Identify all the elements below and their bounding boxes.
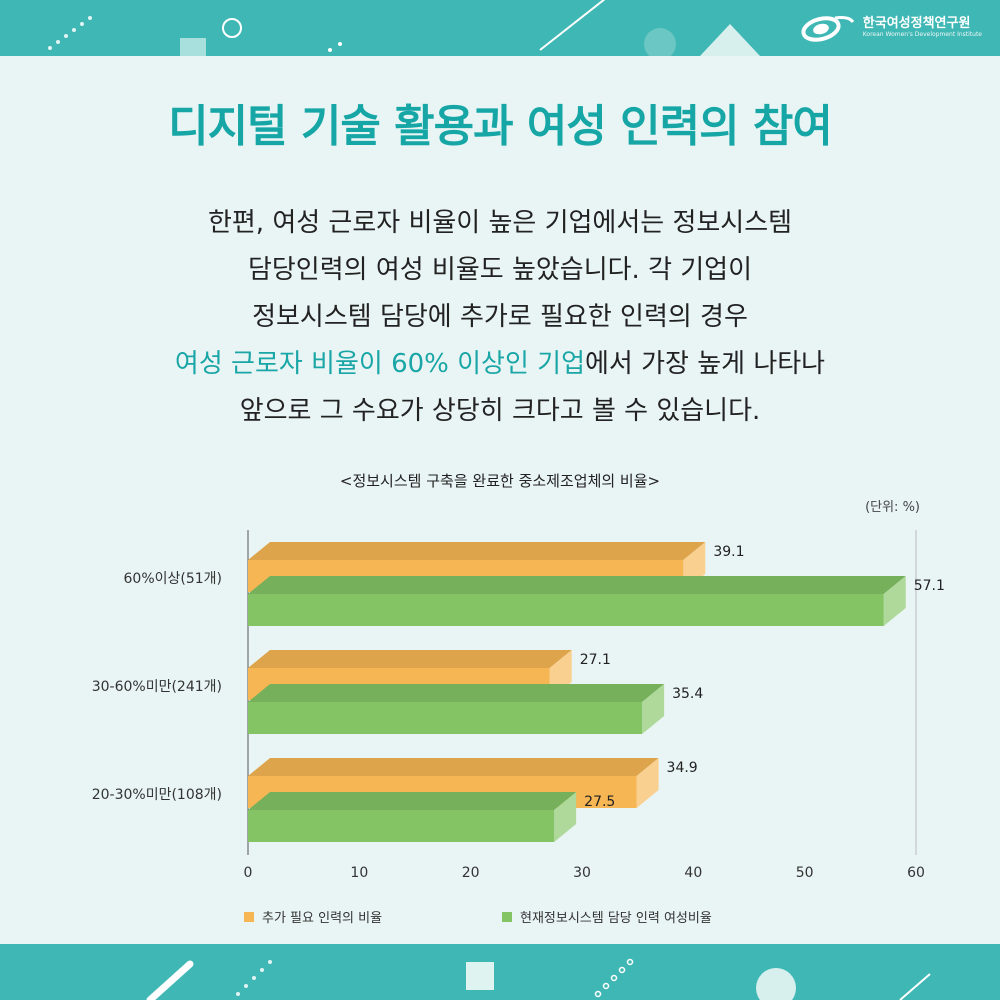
x-tick-label: 40 xyxy=(684,865,702,881)
bar-chart: 0 10 20 30 40 50 60 60%이상(51개) 39.1 57.1 30-60%미만(… xyxy=(92,530,945,881)
bar xyxy=(248,702,643,734)
category-label: 20-30%미만(108개) xyxy=(92,787,222,803)
bar xyxy=(248,594,884,626)
legend-swatch-orange xyxy=(244,911,254,922)
x-tick-label: 0 xyxy=(244,865,253,881)
org-subtitle: Korean Women's Development Institute xyxy=(862,31,982,38)
data-label: 34.9 xyxy=(667,760,698,776)
legend-label-additional: 추가 필요 인력의 비율 xyxy=(262,911,383,926)
bar-top-face xyxy=(248,576,906,594)
bar-top-face xyxy=(248,684,665,702)
chart-unit: (단위: %) xyxy=(865,500,920,515)
body-highlight: 여성 근로자 비율이 60% 이상인 기업 xyxy=(174,349,585,379)
x-tick-label: 10 xyxy=(350,865,368,881)
body-line-2: 담당인력의 여성 비율도 높았습니다. 각 기업이 xyxy=(247,255,753,285)
body-line-3: 정보시스템 담당에 추가로 필요한 인력의 경우 xyxy=(252,302,748,332)
data-label: 35.4 xyxy=(672,686,703,702)
bar-top-face xyxy=(248,792,577,810)
kwdi-logo[interactable]: 한국여성정책연구원 Korean Women's Development Ins… xyxy=(799,12,982,44)
bar-side-face xyxy=(642,684,665,734)
body-line-5: 앞으로 그 수요가 상당히 크다고 볼 수 있습니다. xyxy=(239,396,761,426)
bottom-decoration xyxy=(146,958,931,1000)
top-decoration xyxy=(48,0,760,56)
bar-top-face xyxy=(248,542,706,560)
x-tick-label: 20 xyxy=(462,865,480,881)
data-label: 27.1 xyxy=(580,652,611,668)
bar-top-face xyxy=(248,650,572,668)
bar-side-face xyxy=(636,758,659,808)
bar-side-face xyxy=(554,792,577,842)
x-tick-label: 30 xyxy=(573,865,591,881)
legend-label-current: 현재정보시스템 담당 인력 여성비율 xyxy=(520,911,712,926)
page-title: 디지털 기술 활용과 여성 인력의 참여 xyxy=(168,101,833,152)
data-label: 39.1 xyxy=(713,544,744,560)
bar-top-face xyxy=(248,758,659,776)
category-label: 30-60%미만(241개) xyxy=(92,679,222,695)
data-label: 27.5 xyxy=(584,794,615,810)
body-line-4-rest: 에서 가장 높게 나타나 xyxy=(585,349,826,379)
body-line-4: 여성 근로자 비율이 60% 이상인 기업에서 가장 높게 나타나 xyxy=(60,341,940,388)
top-banner: 한국여성정책연구원 Korean Women's Development Ins… xyxy=(0,0,1000,56)
org-name: 한국여성정책연구원 xyxy=(862,16,971,31)
data-label: 57.1 xyxy=(914,578,945,594)
x-tick-label: 60 xyxy=(907,865,925,881)
kwdi-emblem-icon xyxy=(801,16,855,42)
category-label: 60%이상(51개) xyxy=(124,571,223,587)
body-paragraph: 한편, 여성 근로자 비율이 높은 기업에서는 정보시스템 담당인력의 여성 비… xyxy=(60,200,940,435)
bottom-banner xyxy=(0,944,1000,1000)
legend-swatch-green xyxy=(502,911,512,922)
chart-title: <정보시스템 구축을 완료한 중소제조업체의 비율> xyxy=(339,472,661,490)
legend-item-additional: 추가 필요 인력의 비율 xyxy=(244,907,382,926)
bar xyxy=(248,810,555,842)
body-line-1: 한편, 여성 근로자 비율이 높은 기업에서는 정보시스템 xyxy=(207,208,793,238)
bar-side-face xyxy=(883,576,906,626)
x-tick-label: 50 xyxy=(796,865,814,881)
legend-item-current: 현재정보시스템 담당 인력 여성비율 xyxy=(502,907,712,926)
